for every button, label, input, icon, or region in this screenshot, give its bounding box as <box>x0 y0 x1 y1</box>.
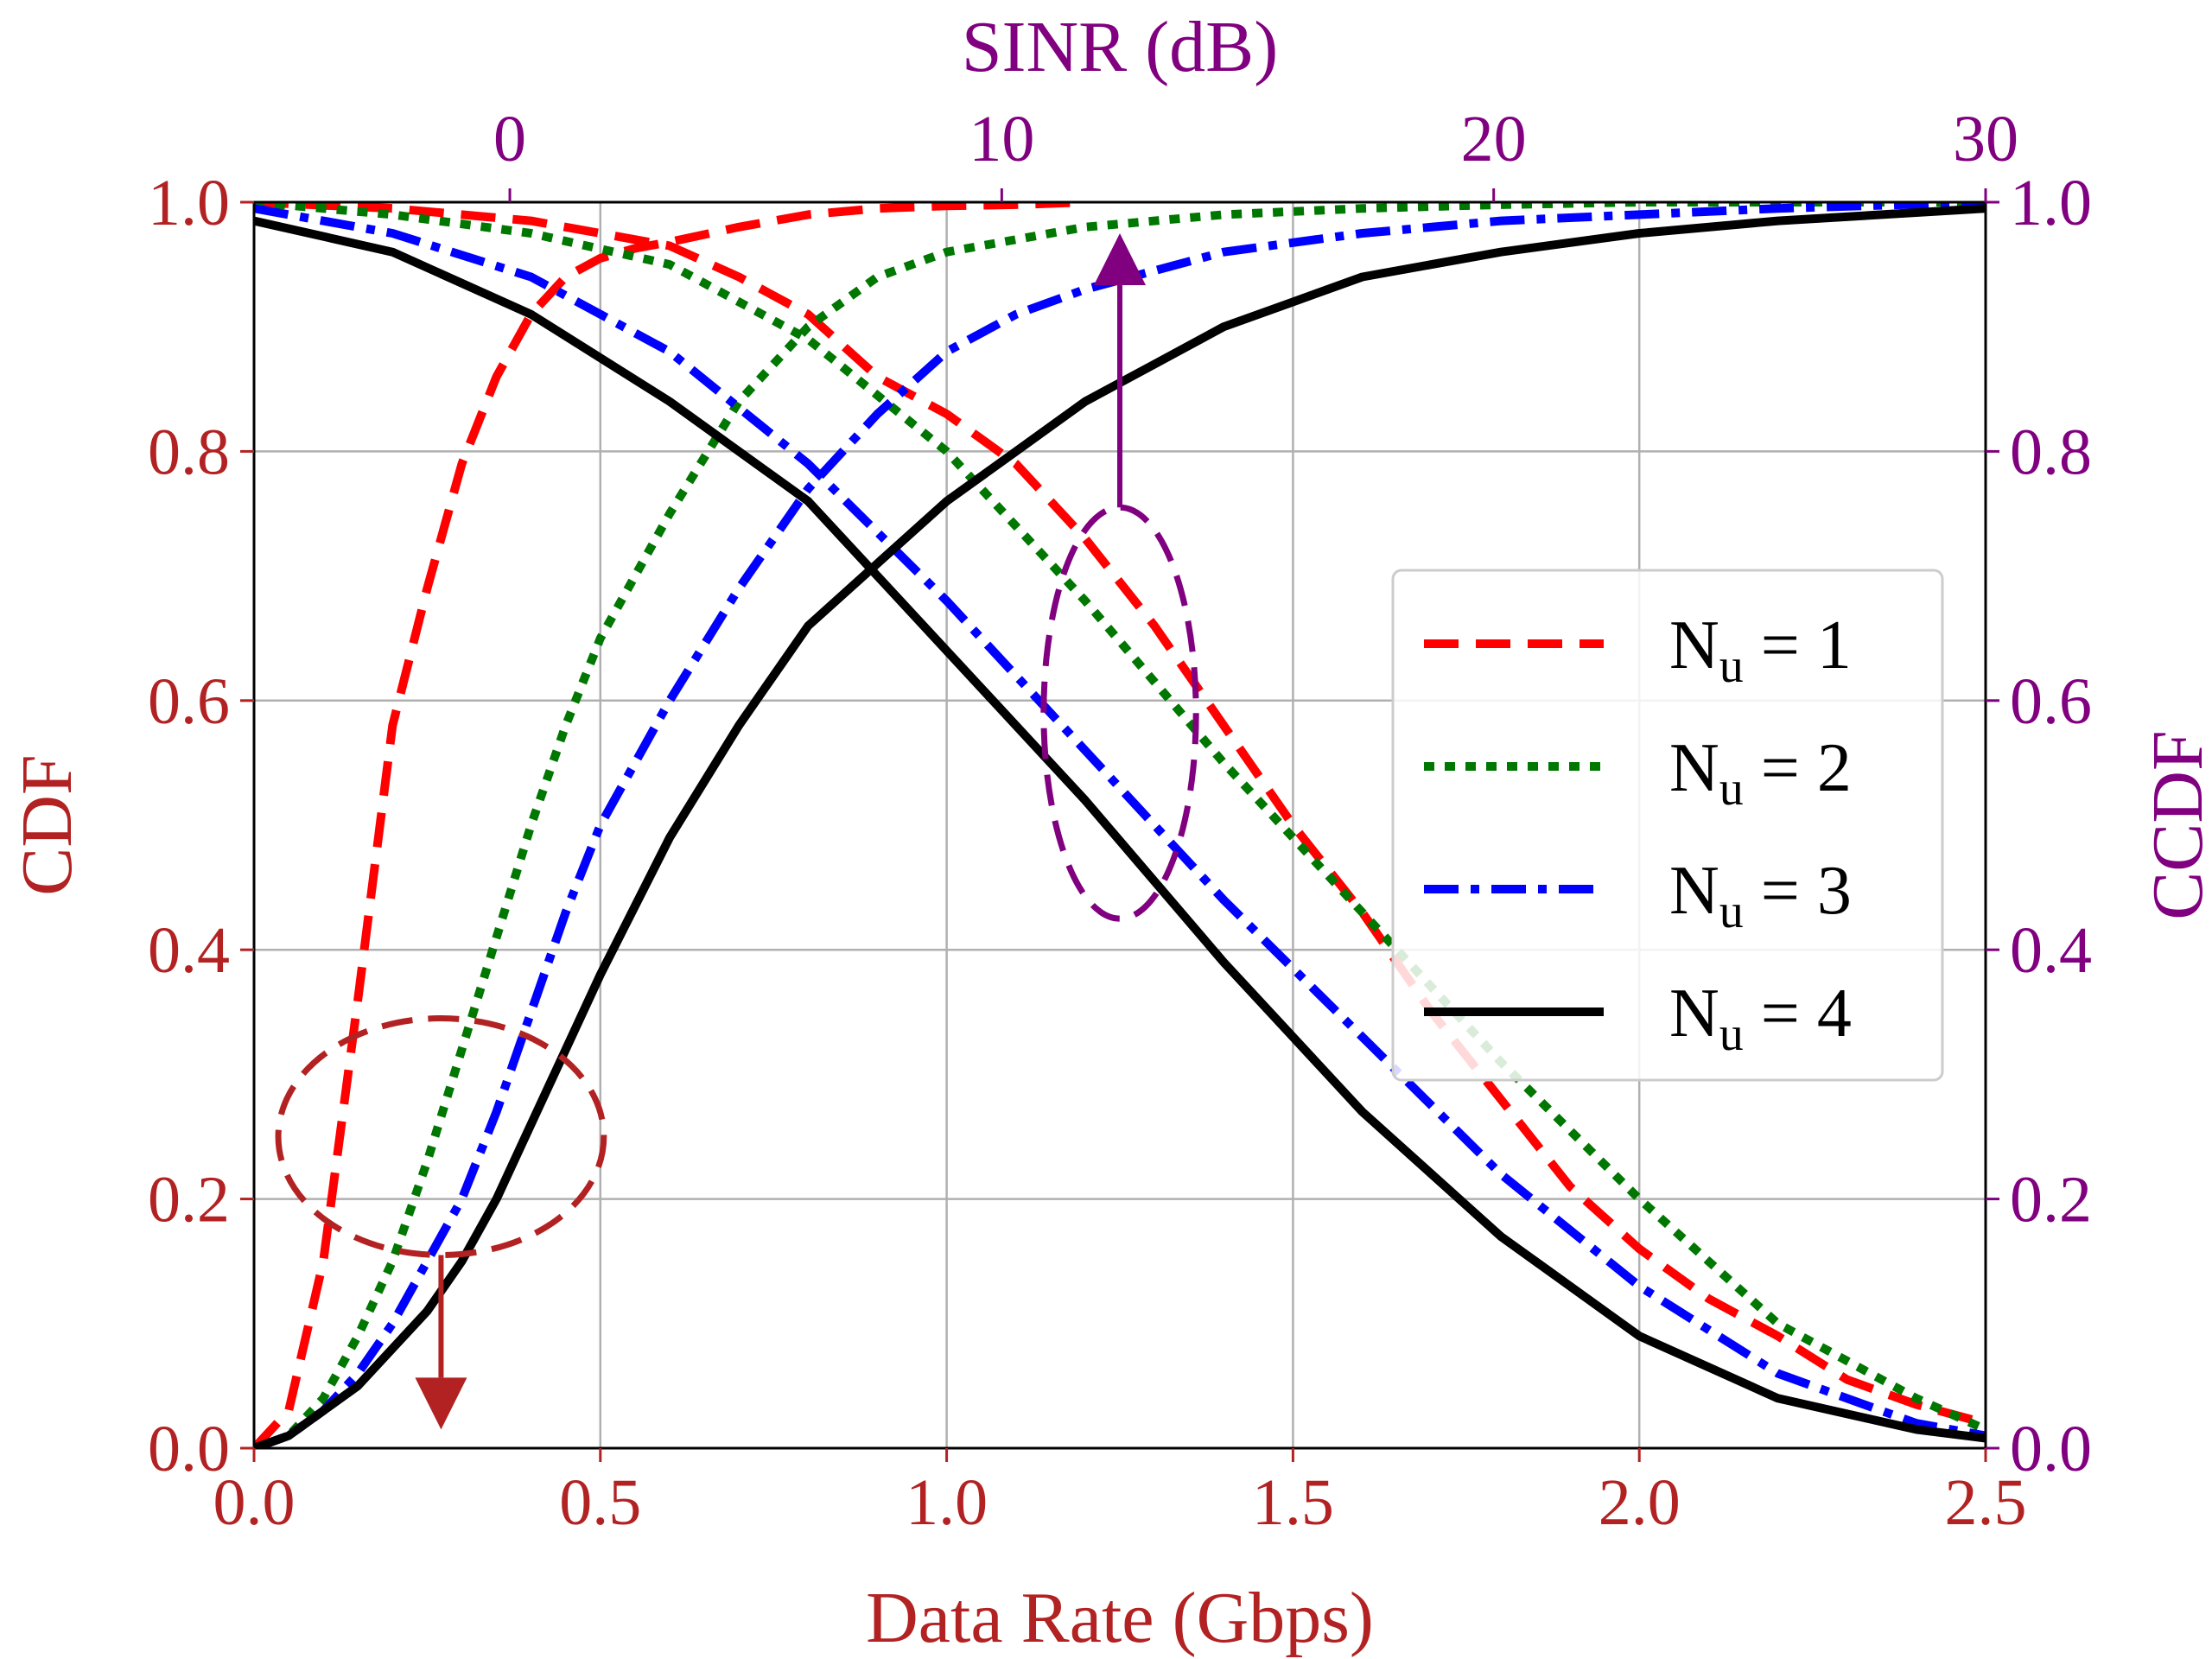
legend-box <box>1391 569 1944 1082</box>
x-top-tick-label-0: 0 <box>493 103 526 175</box>
y-right-axis-label: CCDF <box>2138 730 2212 919</box>
x-top-tick-label-2: 20 <box>1461 103 1527 175</box>
series-1-ccdf-line <box>254 202 1986 1428</box>
annotation-arrow-head-ccdf <box>1094 233 1146 286</box>
y-right-tick-label-4: 0.8 <box>2010 416 2092 488</box>
annotations <box>275 233 1199 1430</box>
x-tick-label-0: 0.0 <box>213 1466 296 1539</box>
x-tick-label-5: 2.5 <box>1945 1466 2027 1539</box>
y-right-tick-label-3: 0.6 <box>2010 665 2092 738</box>
x-top-tick-label-3: 30 <box>1953 103 2018 175</box>
y-right-tick-label-1: 0.2 <box>2010 1164 2092 1236</box>
axis-ticks: 0.0 0.5 1.0 1.5 2.0 2.50.00.20.40.60.81.00.00… <box>148 103 2092 1539</box>
annotation-ellipse-cdf <box>275 1015 607 1258</box>
y-right-tick-label-0: 0.0 <box>2010 1413 2092 1485</box>
y-tick-label-0: 0.0 <box>148 1413 230 1485</box>
legend-label-2: Nu = 2 <box>1669 730 1852 816</box>
x-top-tick-label-1: 10 <box>969 103 1034 175</box>
y-tick-label-3: 0.6 <box>148 665 230 738</box>
x-tick-label-4: 2.0 <box>1599 1466 1681 1539</box>
series-2-cdf-line <box>254 202 1986 1448</box>
series-1-cdf-line <box>254 202 1086 1448</box>
y-tick-label-2: 0.4 <box>148 914 230 987</box>
plot-frame <box>252 200 1987 1450</box>
x-tick-label-1: 0.5 <box>559 1466 641 1539</box>
x-top-axis-label: SINR (dB) <box>962 7 1278 87</box>
series-4-cdf-line <box>254 204 1986 1448</box>
annotation-arrow-head-cdf <box>415 1377 467 1430</box>
series-2-ccdf-line <box>254 202 1986 1433</box>
y-tick-label-5: 1.0 <box>148 167 230 239</box>
legend-label-4: Nu = 4 <box>1669 976 1852 1061</box>
y-tick-label-4: 0.8 <box>148 416 230 488</box>
y-axis-label: CDF <box>7 754 87 895</box>
x-axis-label: Data Rate (Gbps) <box>866 1578 1374 1658</box>
annotation-ellipse-ccdf <box>1040 504 1199 922</box>
x-tick-label-2: 1.0 <box>906 1466 988 1539</box>
series-4-ccdf-line <box>254 216 1986 1443</box>
series-group <box>254 202 1986 1448</box>
legend: Nu = 1 Nu = 2 Nu = 3 Nu = 4 <box>1391 569 1944 1082</box>
y-right-tick-label-5: 1.0 <box>2010 167 2092 239</box>
legend-label-1: Nu = 1 <box>1669 607 1852 693</box>
series-3-cdf-line <box>254 202 1986 1448</box>
y-right-tick-label-2: 0.4 <box>2010 914 2092 987</box>
x-tick-label-3: 1.5 <box>1252 1466 1334 1539</box>
y-tick-label-1: 0.2 <box>148 1164 230 1236</box>
legend-label-3: Nu = 3 <box>1669 853 1852 938</box>
